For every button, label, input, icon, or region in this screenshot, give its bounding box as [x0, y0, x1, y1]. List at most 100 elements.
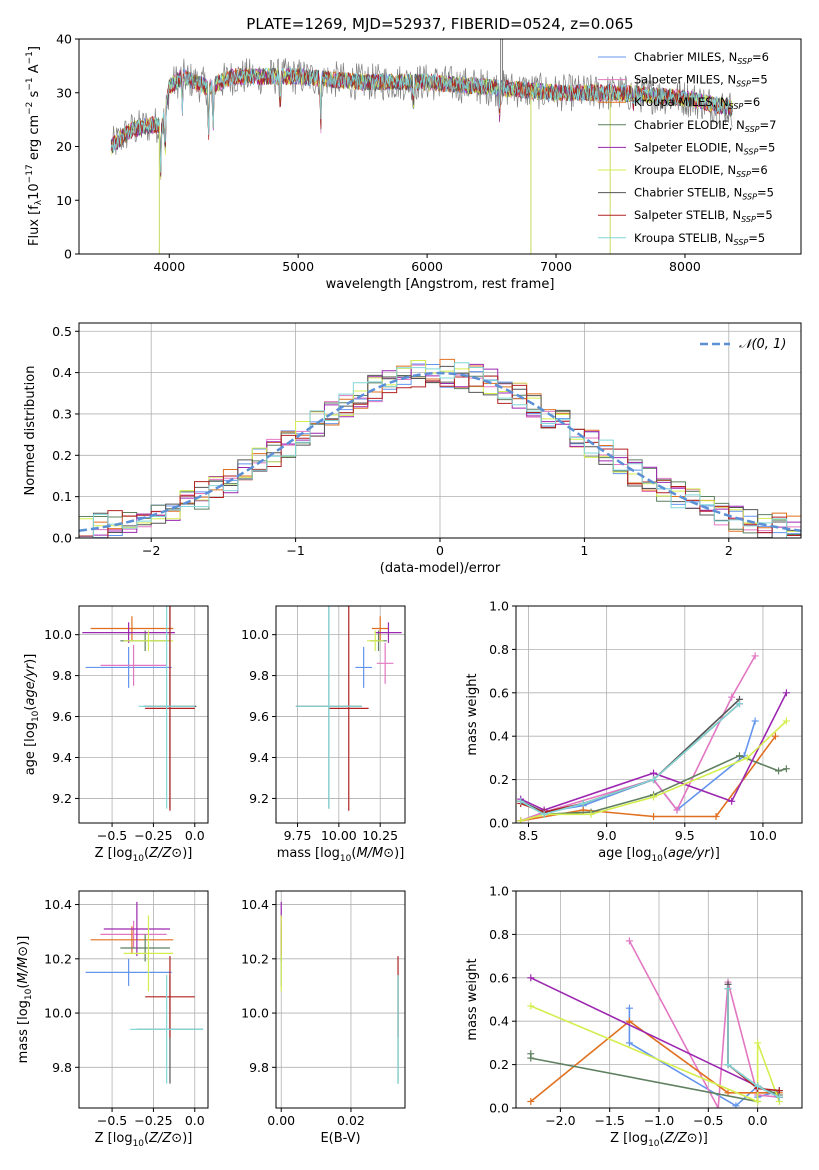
residual-histogram [79, 375, 801, 538]
label-part: Flux [f [27, 205, 42, 246]
x-tick-label: 0 [436, 543, 444, 558]
series-line [520, 703, 741, 816]
y-tick-label: 0.2 [489, 772, 509, 787]
y-tick-label: 9.2 [249, 791, 269, 806]
series-line [520, 720, 787, 822]
y-tick-label: 40 [56, 32, 72, 47]
y-tick-label: 10 [56, 193, 72, 208]
x-tick-label: 8000 [669, 259, 701, 274]
legend-subscript: SSP [742, 193, 757, 202]
plot-area [79, 358, 801, 538]
age-vs-mass-panel: 9.75 10.00 10.25 9.2 9.4 9.6 9.8 10.0 mass [log1… [241, 605, 406, 864]
y-axis-label: Flux [fλ10−17 erg cm−2 s−1 A−1] [25, 46, 44, 246]
legend-label: 𝒩(0, 1) [739, 337, 786, 352]
legend-subscript: SSP [741, 215, 756, 224]
y-tick-label: 10.0 [44, 1006, 72, 1021]
legend-subscript: SSP [745, 125, 760, 134]
label-part: −17 [25, 164, 35, 183]
mass-vs-metallicity-panel: −0.5 −0.25 0.09.810.010.210.4Z [log10(Z/Z⊙… [16, 890, 209, 1149]
label-part: )] [394, 846, 404, 861]
legend-label-part: =5 [748, 231, 765, 245]
legend-label-part: =5 [758, 140, 775, 154]
x-axis-label: wavelength [Angstrom, rest frame] [326, 277, 555, 292]
legend-subscript: SSP [729, 102, 744, 111]
series-line [520, 698, 741, 813]
label-part: −1 [25, 51, 35, 64]
x-tick-label: 10.0 [749, 828, 777, 843]
x-tick-label: −0.25 [134, 1113, 172, 1128]
x-tick-label: 0.02 [337, 1113, 365, 1128]
mass-weight-vs-metallicity-panel: −2.0 −1.5 −1.0 −0.5 0.0 0.0 0.2 0.4 0.6 0.8 1.0 Z [… [465, 884, 803, 1149]
label-part: wavelength [Angstrom, rest frame] [326, 277, 555, 292]
x-axis-label: Z [log10(Z/Z⊙)] [95, 846, 193, 864]
legend-label-part: Salpeter ELODIE, N [634, 140, 744, 154]
series-line [530, 1005, 781, 1103]
x-tick-label: 9.75 [284, 828, 312, 843]
label-part: log [320, 846, 340, 861]
y-tick-label: 9.2 [52, 791, 72, 806]
legend-label-part: Chabrier STELIB, N [634, 186, 742, 200]
legend-label-part: Chabrier ELODIE, N [634, 118, 745, 132]
y-tick-label: 0.4 [489, 729, 509, 744]
x-tick-label: 9.5 [675, 828, 695, 843]
legend-label-part: =5 [756, 208, 773, 222]
y-tick-label: 10.4 [44, 897, 72, 912]
label-part: ( [144, 1131, 149, 1146]
legend-label: Chabrier STELIB, NSSP=5 [634, 186, 774, 202]
x-tick-label: −0.5 [97, 1113, 127, 1128]
label-part: −1 [25, 77, 35, 90]
age-vs-metallicity-panel: −0.5 −0.25 0.09.29.49.69.810.0Z [log10(Z/Z… [23, 605, 209, 864]
label-part: )] [16, 936, 31, 946]
x-tick-label: 6000 [411, 259, 443, 274]
x-tick-label: 4000 [153, 259, 185, 274]
x-tick-label: 0.00 [267, 1113, 295, 1128]
label-subscript: 10 [24, 988, 34, 1000]
y-axis-label: age [log10(age/yr)] [23, 654, 41, 776]
label-part: mass weight [465, 673, 480, 755]
legend-label-part: =5 [751, 73, 768, 87]
y-axis-label: mass weight [465, 673, 480, 755]
y-tick-label: 10.0 [241, 1006, 269, 1021]
label-part: log [113, 846, 133, 861]
series-line [727, 988, 780, 1098]
label-subscript: 10 [133, 854, 145, 864]
mass-vs-reddening-panel: 0.00 0.02 9.8 10.0 10.2 10.4 E(B-V) [241, 890, 406, 1146]
plot-area [527, 937, 783, 1108]
x-axis-label: (data-model)/error [380, 561, 501, 576]
label-part: Z/Z⊙ [148, 1131, 182, 1146]
x-tick-label: −0.25 [134, 828, 172, 843]
label-part: mass weight [465, 958, 480, 1040]
y-tick-label: 0 [64, 247, 72, 262]
y-tick-label: 9.4 [249, 750, 269, 765]
model-spectrum [110, 67, 733, 173]
legend-label-part: Salpeter STELIB, N [634, 208, 741, 222]
plot-area [517, 652, 790, 823]
legend-subscript: SSP [736, 170, 751, 179]
legend-label: Kroupa STELIB, NSSP=5 [634, 231, 765, 247]
label-part: M/M⊙ [16, 946, 31, 984]
x-tick-label: 5000 [282, 259, 314, 274]
y-tick-label: 20 [56, 139, 72, 154]
y-tick-label: 0.1 [52, 489, 72, 504]
axes-frame [275, 605, 406, 824]
legend-label-part: =6 [743, 95, 760, 109]
label-subscript: 10 [648, 1139, 660, 1149]
label-part: E(B-V) [320, 1131, 360, 1146]
residuals-panel: −2 −1 0 1 2 0.0 0.1 0.2 0.3 0.4 0.5 (data-model)/er… [23, 322, 802, 576]
x-tick-label: 0.0 [748, 1113, 768, 1128]
x-tick-label: 10.25 [362, 828, 398, 843]
y-tick-label: 0.5 [52, 324, 72, 339]
plot-area [110, 39, 733, 254]
legend-label: Chabrier ELODIE, NSSP=7 [634, 118, 776, 134]
label-part: ( [663, 846, 668, 861]
label-part: )] [710, 846, 720, 861]
y-tick-label: 0.0 [489, 816, 509, 831]
y-tick-label: 0.6 [489, 970, 509, 985]
y-tick-label: 9.4 [52, 750, 72, 765]
x-tick-label: 8.5 [519, 828, 539, 843]
x-tick-label: 9.0 [597, 828, 617, 843]
x-tick-label: 1 [580, 543, 588, 558]
x-axis-label: E(B-V) [320, 1131, 360, 1146]
y-tick-label: 1.0 [489, 599, 509, 614]
